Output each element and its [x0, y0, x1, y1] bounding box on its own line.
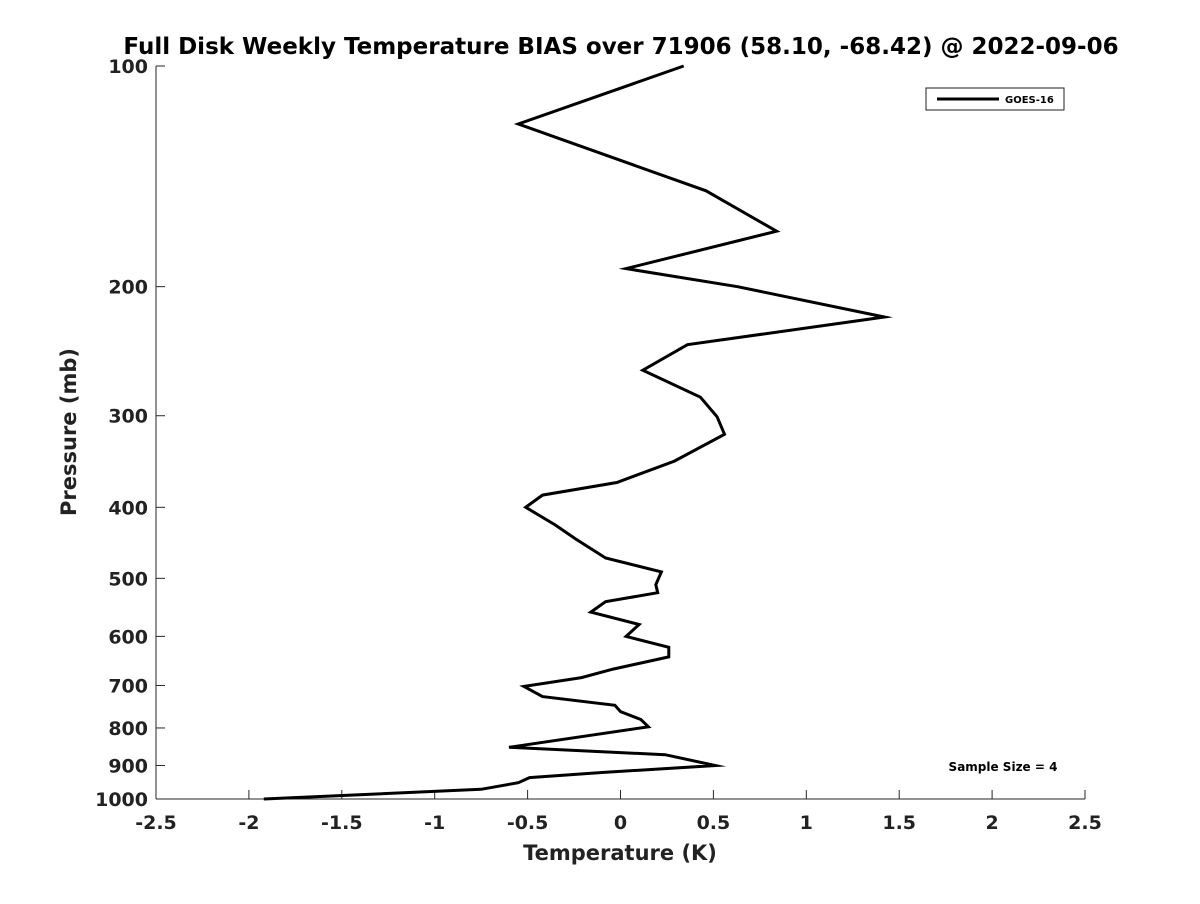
- x-tick-label: 2: [985, 812, 998, 834]
- series-line-goes-16: [263, 64, 894, 801]
- y-tick-label: 500: [108, 568, 148, 590]
- x-tick-label: 0: [614, 812, 627, 834]
- y-tick-label: 700: [108, 675, 148, 697]
- y-tick-label: 600: [108, 626, 148, 648]
- y-tick-label: 200: [108, 277, 148, 299]
- legend-label-goes-16: GOES-16: [1005, 95, 1054, 106]
- x-tick-label: 2.5: [1068, 812, 1102, 834]
- y-tick-label: 400: [108, 497, 148, 519]
- y-tick-label: 900: [108, 755, 148, 777]
- sample-size-annotation: Sample Size = 4: [949, 760, 1058, 774]
- legend: GOES-16: [925, 87, 1065, 111]
- x-tick-label: -0.5: [507, 812, 549, 834]
- y-tick-label: 100: [108, 56, 148, 78]
- x-tick-label: 1.5: [882, 812, 916, 834]
- y-tick-label: 800: [108, 718, 148, 740]
- x-tick-label: -2: [238, 812, 259, 834]
- y-tick-label: 1000: [95, 789, 148, 811]
- x-tick-label: 1: [800, 812, 813, 834]
- x-tick-label: -2.5: [135, 812, 177, 834]
- x-tick-label: 0.5: [697, 812, 731, 834]
- y-tick-label: 300: [108, 406, 148, 428]
- chart-title: Full Disk Weekly Temperature BIAS over 7…: [123, 34, 1118, 60]
- y-axis-label: Pressure (mb): [57, 348, 81, 516]
- x-tick-label: -1.5: [321, 812, 363, 834]
- x-axis-label: Temperature (K): [523, 841, 717, 865]
- x-tick-label: -1: [424, 812, 445, 834]
- axes: -2.5 -2 -1.5 -1 -0.5 0 0.5 1 1.5 2 2.5 100 200 300 400…: [95, 56, 1102, 834]
- series-layer: [263, 64, 894, 801]
